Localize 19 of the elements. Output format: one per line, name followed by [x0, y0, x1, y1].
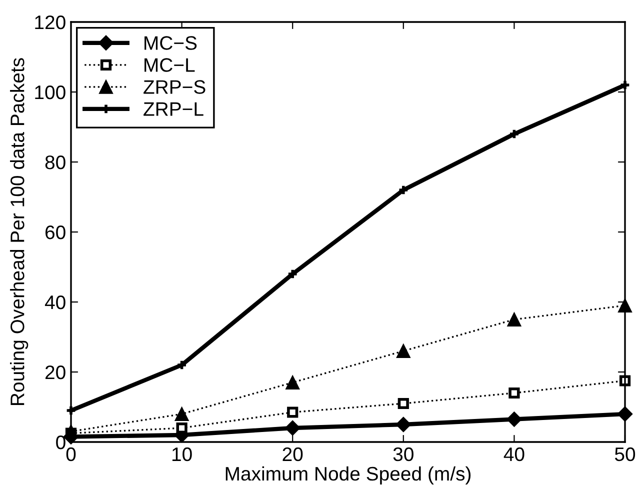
legend-label: MC−L — [144, 58, 195, 72]
y-tick-label: 80 — [45, 155, 66, 170]
x-tick-label: 30 — [393, 447, 414, 462]
x-axis-title: Maximum Node Speed (m/s) — [226, 466, 471, 484]
legend-label: ZRP−S — [144, 80, 206, 94]
y-tick-label: 120 — [35, 15, 66, 30]
y-tick-label: 60 — [46, 225, 66, 240]
y-tick-label: 0 — [56, 435, 66, 450]
y-tick-label: 40 — [44, 295, 66, 310]
x-tick-label: 40 — [504, 447, 524, 462]
y-tick-label: 100 — [35, 85, 66, 100]
y-axis-title: Routing Overhead Per 100 data Packets — [10, 58, 28, 405]
legend-label: ZRP−L — [144, 102, 204, 116]
x-tick-label: 50 — [614, 447, 636, 462]
x-tick-label: 20 — [282, 447, 303, 462]
x-tick-label: 0 — [66, 447, 76, 462]
y-tick-label: 20 — [45, 365, 66, 380]
legend-label: MC−S — [144, 36, 197, 50]
x-tick-label: 10 — [172, 447, 192, 462]
